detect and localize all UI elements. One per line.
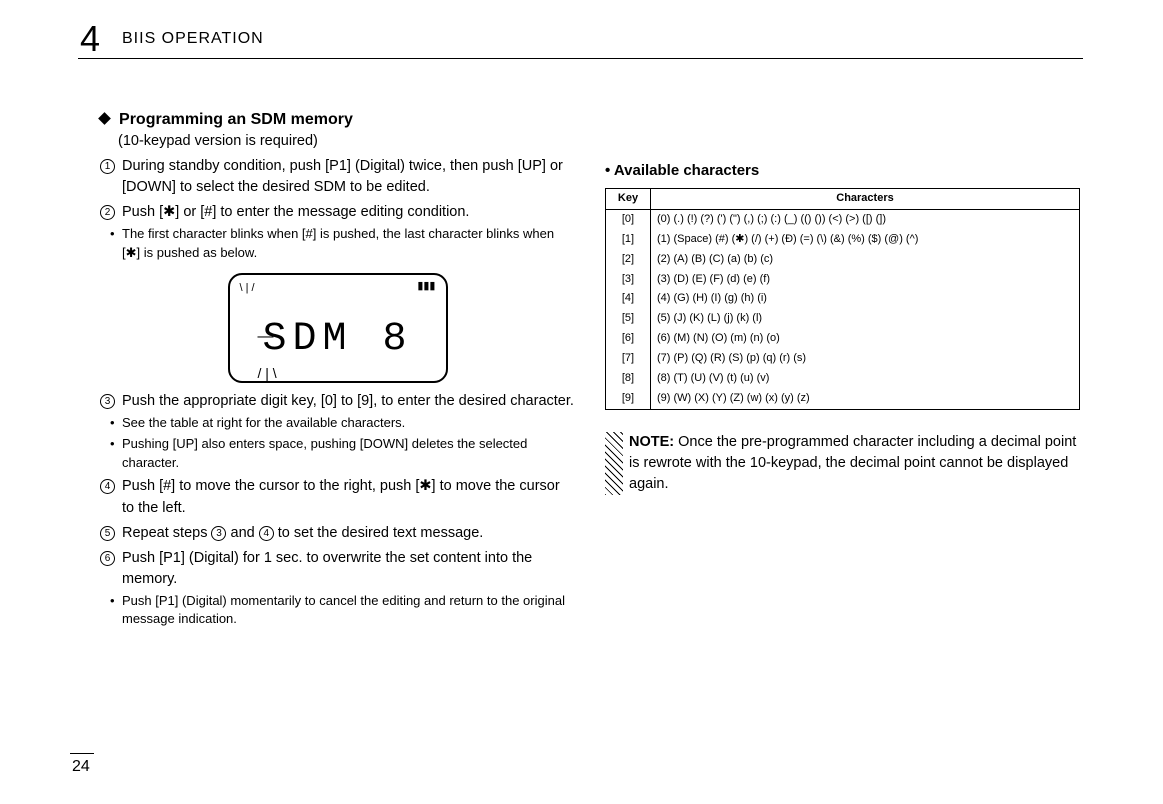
key-cell: [7] — [606, 349, 651, 369]
chars-cell: (7) (P) (Q) (R) (S) (p) (q) (r) (s) — [651, 349, 1080, 369]
table-header-row: Key Characters — [606, 188, 1080, 209]
step-1-text: During standby condition, push [P1] (Dig… — [122, 156, 575, 198]
table-row: [0](0) (.) (!) (?) (') (") (,) (;) (:) (… — [606, 209, 1080, 229]
step-3-sub2: Pushing [UP] also enters space, pushing … — [122, 435, 575, 473]
step-4: 4 Push [#] to move the cursor to the rig… — [100, 476, 575, 518]
step-3-icon: 3 — [100, 394, 115, 409]
table-row: [3](3) (D) (E) (F) (d) (e) (f) — [606, 270, 1080, 290]
key-cell: [4] — [606, 289, 651, 309]
key-cell: [8] — [606, 369, 651, 389]
key-cell: [3] — [606, 270, 651, 290]
step-1: 1 During standby condition, push [P1] (D… — [100, 156, 575, 198]
step-5-text: Repeat steps 3 and 4 to set the desired … — [122, 523, 575, 544]
step-2-icon: 2 — [100, 205, 115, 220]
page-number-rule — [70, 753, 94, 754]
step-3-bullet-1: • See the table at right for the availab… — [100, 414, 575, 433]
step-6-icon: 6 — [100, 551, 115, 566]
table-row: [8](8) (T) (U) (V) (t) (u) (v) — [606, 369, 1080, 389]
key-cell: [2] — [606, 250, 651, 270]
chars-cell: (0) (.) (!) (?) (') (") (,) (;) (:) (_) … — [651, 209, 1080, 229]
chars-cell: (2) (A) (B) (C) (a) (b) (c) — [651, 250, 1080, 270]
step-2-text: Push [✱] or [#] to enter the message edi… — [122, 202, 575, 223]
chapter-number: 4 — [80, 18, 100, 60]
note-box: NOTE: Once the pre-programmed character … — [605, 432, 1080, 495]
th-key: Key — [606, 188, 651, 209]
table-row: [2](2) (A) (B) (C) (a) (b) (c) — [606, 250, 1080, 270]
key-cell: [9] — [606, 389, 651, 409]
chars-cell: (1) (Space) (#) (✱) (/) (+) (Đ) (=) (\) … — [651, 230, 1080, 250]
content-columns: Programming an SDM memory (10-keypad ver… — [100, 108, 1080, 629]
step-5-part-a: Repeat steps — [122, 525, 211, 541]
step-6-bullet: • Push [P1] (Digital) momentarily to can… — [100, 592, 575, 630]
chars-cell: (3) (D) (E) (F) (d) (e) (f) — [651, 270, 1080, 290]
chars-cell: (6) (M) (N) (O) (m) (n) (o) — [651, 329, 1080, 349]
antenna-icon: \ | / — [240, 281, 255, 297]
step-6: 6 Push [P1] (Digital) for 1 sec. to over… — [100, 548, 575, 590]
table-row: [7](7) (P) (Q) (R) (S) (p) (q) (r) (s) — [606, 349, 1080, 369]
chapter-title: BIIS OPERATION — [122, 30, 264, 48]
key-cell: [5] — [606, 309, 651, 329]
step-6-sub: Push [P1] (Digital) momentarily to cance… — [122, 592, 575, 630]
step-5-part-b: and — [226, 525, 258, 541]
step-5-part-c: to set the desired text message. — [274, 525, 484, 541]
table-row: [6](6) (M) (N) (O) (m) (n) (o) — [606, 329, 1080, 349]
note-text: NOTE: Once the pre-programmed character … — [629, 432, 1080, 495]
table-row: [4](4) (G) (H) (I) (g) (h) (i) — [606, 289, 1080, 309]
step-5-icon: 5 — [100, 526, 115, 541]
signal-icon: ▮▮▮ — [417, 279, 435, 295]
chars-cell: (8) (T) (U) (V) (t) (u) (v) — [651, 369, 1080, 389]
step-5: 5 Repeat steps 3 and 4 to set the desire… — [100, 523, 575, 544]
step-3: 3 Push the appropriate digit key, [0] to… — [100, 391, 575, 412]
section-heading-row: Programming an SDM memory — [100, 108, 575, 131]
burst-icon-2: / | \ — [258, 363, 277, 383]
note-label: NOTE: — [629, 434, 674, 450]
table-row: [9](9) (W) (X) (Y) (Z) (w) (x) (y) (z) — [606, 389, 1080, 409]
hatch-icon — [605, 432, 623, 495]
available-chars-heading: • Available characters — [605, 160, 1080, 182]
step-4-text: Push [#] to move the cursor to the right… — [122, 476, 575, 518]
chars-cell: (9) (W) (X) (Y) (Z) (w) (x) (y) (z) — [651, 389, 1080, 409]
step-5-ref-4-icon: 4 — [259, 526, 274, 541]
chapter-underline — [78, 58, 1083, 59]
step-6-text: Push [P1] (Digital) for 1 sec. to overwr… — [122, 548, 575, 590]
characters-table: Key Characters [0](0) (.) (!) (?) (') ("… — [605, 188, 1080, 410]
step-1-icon: 1 — [100, 159, 115, 174]
key-cell: [0] — [606, 209, 651, 229]
step-5-ref-3-icon: 3 — [211, 526, 226, 541]
right-column: • Available characters Key Characters [0… — [605, 108, 1080, 629]
step-2: 2 Push [✱] or [#] to enter the message e… — [100, 202, 575, 223]
step-3-sub1: See the table at right for the available… — [122, 414, 575, 433]
step-3-text: Push the appropriate digit key, [0] to [… — [122, 391, 575, 412]
section-subheading: (10-keypad version is required) — [118, 131, 575, 152]
step-3-bullet-2: • Pushing [UP] also enters space, pushin… — [100, 435, 575, 473]
step-4-icon: 4 — [100, 479, 115, 494]
key-cell: [1] — [606, 230, 651, 250]
section-heading: Programming an SDM memory — [119, 111, 353, 128]
page-number: 24 — [72, 758, 90, 776]
note-body: Once the pre-programmed character includ… — [629, 434, 1076, 492]
step-2-sub: The first character blinks when [#] is p… — [122, 225, 575, 263]
table-row: [5](5) (J) (K) (L) (j) (k) (l) — [606, 309, 1080, 329]
left-column: Programming an SDM memory (10-keypad ver… — [100, 108, 575, 629]
chars-cell: (5) (J) (K) (L) (j) (k) (l) — [651, 309, 1080, 329]
th-characters: Characters — [651, 188, 1080, 209]
key-cell: [6] — [606, 329, 651, 349]
step-2-bullet: • The first character blinks when [#] is… — [100, 225, 575, 263]
lcd-text: SDM 8 — [230, 311, 446, 369]
table-row: [1](1) (Space) (#) (✱) (/) (+) (Đ) (=) (… — [606, 230, 1080, 250]
lcd-illustration: \ | / ▮▮▮ — SDM 8 / | \ — [228, 273, 448, 383]
chars-cell: (4) (G) (H) (I) (g) (h) (i) — [651, 289, 1080, 309]
diamond-icon — [98, 112, 111, 125]
